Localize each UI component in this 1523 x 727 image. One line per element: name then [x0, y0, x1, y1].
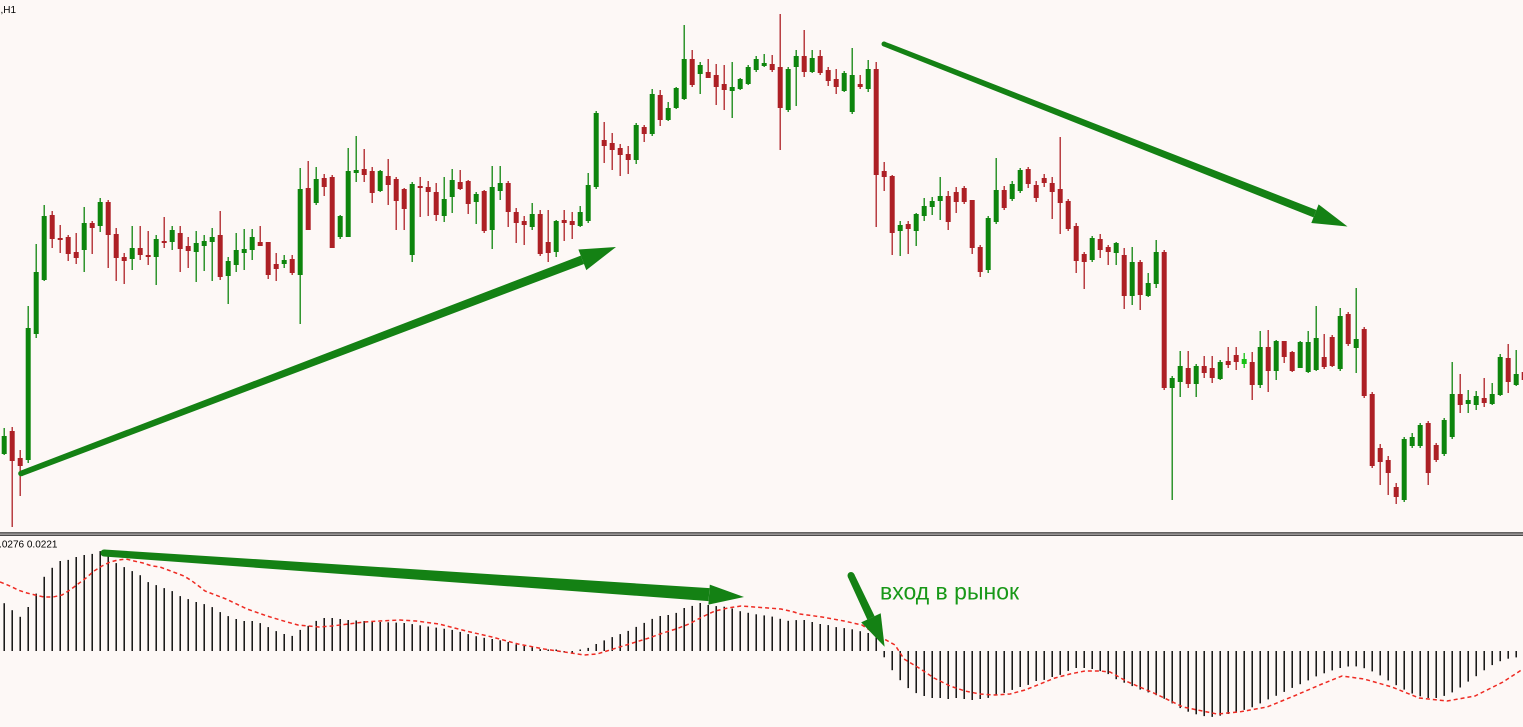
svg-text:0.0276 0.0221: 0.0276 0.0221: [0, 540, 58, 551]
svg-text:П,H1: П,H1: [0, 5, 16, 16]
svg-text:вход в рынок: вход в рынок: [880, 579, 1020, 605]
